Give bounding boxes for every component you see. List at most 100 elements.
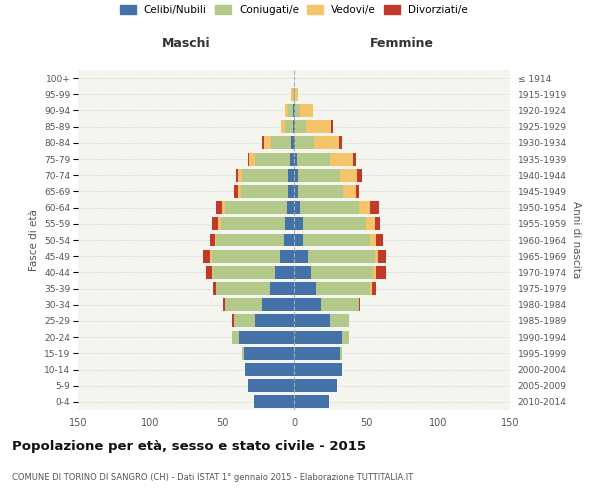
Bar	[294, 396, 329, 408]
Bar	[236, 169, 238, 181]
Bar	[294, 218, 302, 230]
Bar	[216, 234, 284, 246]
Bar	[225, 298, 262, 311]
Bar	[291, 88, 293, 101]
Bar	[288, 169, 294, 181]
Bar	[241, 185, 288, 198]
Bar	[314, 136, 338, 149]
Bar	[294, 185, 298, 198]
Bar	[275, 266, 294, 279]
Bar	[242, 347, 244, 360]
Bar	[370, 201, 379, 214]
Bar	[286, 104, 288, 117]
Y-axis label: Anni di nascita: Anni di nascita	[571, 202, 581, 278]
Bar	[232, 330, 239, 344]
Bar	[359, 201, 370, 214]
Bar	[212, 218, 218, 230]
Bar	[288, 185, 294, 198]
Bar	[254, 396, 294, 408]
Bar	[340, 169, 358, 181]
Bar	[221, 218, 286, 230]
Bar	[294, 347, 340, 360]
Bar	[356, 185, 359, 198]
Text: COMUNE DI TORINO DI SANGRO (CH) - Dati ISTAT 1° gennaio 2015 - Elaborazione TUTT: COMUNE DI TORINO DI SANGRO (CH) - Dati I…	[12, 473, 413, 482]
Bar	[216, 201, 222, 214]
Bar	[212, 250, 280, 262]
Bar	[211, 250, 212, 262]
Bar	[211, 234, 215, 246]
Bar	[233, 314, 255, 328]
Bar	[262, 298, 294, 311]
Bar	[374, 250, 377, 262]
Bar	[294, 363, 341, 376]
Bar	[255, 152, 290, 166]
Bar	[294, 136, 295, 149]
Bar	[233, 185, 238, 198]
Bar	[225, 201, 287, 214]
Text: Maschi: Maschi	[161, 37, 211, 50]
Bar	[293, 88, 294, 101]
Bar	[286, 120, 293, 133]
Bar	[294, 330, 341, 344]
Bar	[294, 298, 322, 311]
Bar	[353, 152, 356, 166]
Bar	[376, 234, 383, 246]
Bar	[297, 152, 330, 166]
Bar	[370, 234, 376, 246]
Bar	[305, 120, 331, 133]
Bar	[212, 266, 214, 279]
Legend: Celibi/Nubili, Coniugati/e, Vedovi/e, Divorziati/e: Celibi/Nubili, Coniugati/e, Vedovi/e, Di…	[116, 0, 472, 19]
Bar	[238, 185, 241, 198]
Bar	[271, 136, 291, 149]
Bar	[374, 218, 380, 230]
Bar	[370, 282, 372, 295]
Bar	[293, 104, 294, 117]
Bar	[293, 120, 294, 133]
Bar	[242, 169, 288, 181]
Bar	[294, 314, 330, 328]
Bar	[291, 136, 294, 149]
Bar	[316, 282, 370, 295]
Bar	[295, 136, 314, 149]
Bar	[269, 282, 294, 295]
Bar	[330, 314, 349, 328]
Bar	[248, 379, 294, 392]
Bar	[238, 169, 242, 181]
Bar	[294, 250, 308, 262]
Bar	[203, 250, 211, 262]
Bar	[286, 218, 294, 230]
Bar	[338, 136, 341, 149]
Bar	[373, 266, 376, 279]
Bar	[358, 169, 362, 181]
Bar	[255, 314, 294, 328]
Bar	[215, 234, 216, 246]
Bar	[216, 282, 269, 295]
Bar	[298, 169, 340, 181]
Bar	[287, 201, 294, 214]
Bar	[280, 250, 294, 262]
Bar	[295, 120, 305, 133]
Bar	[232, 314, 233, 328]
Bar	[288, 104, 293, 117]
Bar	[294, 104, 295, 117]
Bar	[248, 152, 250, 166]
Bar	[284, 234, 294, 246]
Bar	[372, 282, 376, 295]
Bar	[264, 136, 271, 149]
Bar	[302, 234, 370, 246]
Bar	[302, 218, 366, 230]
Bar	[294, 266, 311, 279]
Bar	[295, 104, 300, 117]
Bar	[294, 120, 295, 133]
Bar	[218, 218, 221, 230]
Bar	[262, 136, 264, 149]
Bar	[294, 379, 337, 392]
Bar	[300, 104, 313, 117]
Bar	[294, 152, 297, 166]
Bar	[322, 298, 359, 311]
Bar	[294, 201, 300, 214]
Bar	[377, 250, 386, 262]
Bar	[343, 185, 356, 198]
Bar	[311, 266, 373, 279]
Bar	[294, 282, 316, 295]
